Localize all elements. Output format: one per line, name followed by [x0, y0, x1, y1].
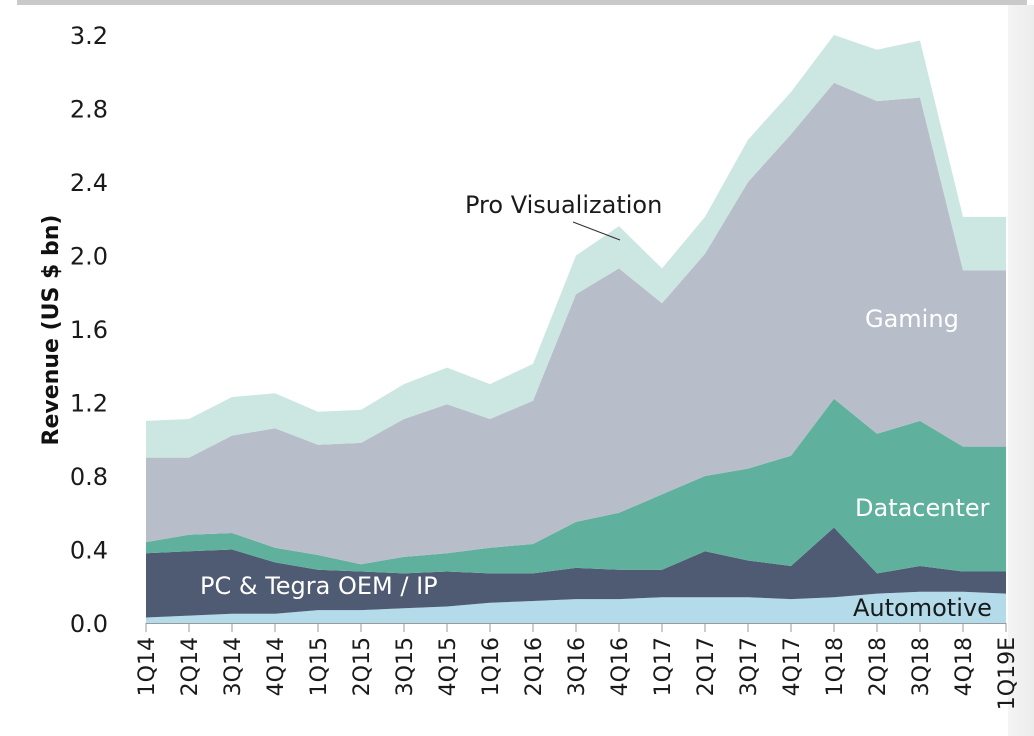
x-tick-label: 4Q18 — [952, 637, 977, 696]
y-tick-label: 1.2 — [70, 390, 108, 418]
x-tick-label: 3Q18 — [909, 637, 934, 696]
x-tick-label: 3Q17 — [737, 637, 762, 696]
y-tick-label: 1.6 — [70, 316, 108, 344]
area-pc-tegra-oem-ip — [146, 527, 1006, 618]
x-tick-label: 3Q16 — [565, 637, 590, 696]
x-tick-label: 4Q17 — [780, 637, 805, 696]
x-tick-label: 2Q15 — [350, 637, 375, 696]
top-border-bar — [17, 0, 1027, 5]
x-tick-label: 1Q19E — [995, 637, 1020, 710]
area-datacenter — [146, 398, 1006, 574]
x-tick-label: 4Q15 — [436, 637, 461, 696]
x-tick-label: 1Q16 — [479, 637, 504, 696]
x-tick-label: 4Q14 — [264, 637, 289, 696]
pro-visualization-callout-line — [572, 221, 621, 241]
y-axis-title: Revenue (US $ bn) — [39, 215, 64, 446]
y-tick-label: 2.8 — [70, 96, 108, 124]
label-pro-visualization: Pro Visualization — [465, 191, 662, 219]
x-tick-label: 2Q16 — [522, 637, 547, 696]
x-tick-label: 2Q14 — [178, 637, 203, 696]
x-tick-label: 1Q14 — [135, 637, 160, 696]
x-tick-label: 1Q15 — [307, 637, 332, 696]
x-tick-label: 3Q14 — [221, 637, 246, 696]
x-tick-label: 3Q15 — [393, 637, 418, 696]
y-tick-label: 0.8 — [70, 463, 108, 491]
label-gaming: Gaming — [865, 305, 959, 333]
label-automotive: Automotive — [853, 594, 992, 622]
x-tick-label: 1Q18 — [823, 637, 848, 696]
x-tick-label: 1Q17 — [651, 637, 676, 696]
area-gaming — [146, 82, 1006, 565]
area-automotive — [146, 591, 1006, 623]
right-edge-strip — [1008, 5, 1034, 736]
x-tick-label: 2Q18 — [866, 637, 891, 696]
y-tick-label: 2.4 — [70, 169, 108, 197]
y-tick-label: 0.0 — [70, 610, 108, 638]
y-tick-label: 2.0 — [70, 243, 108, 271]
x-axis-ticks: 1Q14 2Q14 3Q14 4Q14 1Q15 2Q15 3Q15 4Q15 1Q16 2Q16… — [135, 623, 1020, 710]
area-layers — [146, 35, 1006, 623]
x-tick-label: 2Q17 — [694, 637, 719, 696]
area-pro-visualization — [146, 35, 1006, 458]
y-axis-ticks: 0.0 0.4 0.8 1.2 1.6 2.0 2.4 2.8 3.2 — [70, 22, 108, 638]
y-tick-label: 0.4 — [70, 537, 108, 565]
label-pc-tegra-oem-ip: PC & Tegra OEM / IP — [200, 572, 438, 600]
label-datacenter: Datacenter — [855, 494, 990, 522]
x-tick-label: 4Q16 — [608, 637, 633, 696]
y-tick-label: 3.2 — [70, 22, 108, 50]
